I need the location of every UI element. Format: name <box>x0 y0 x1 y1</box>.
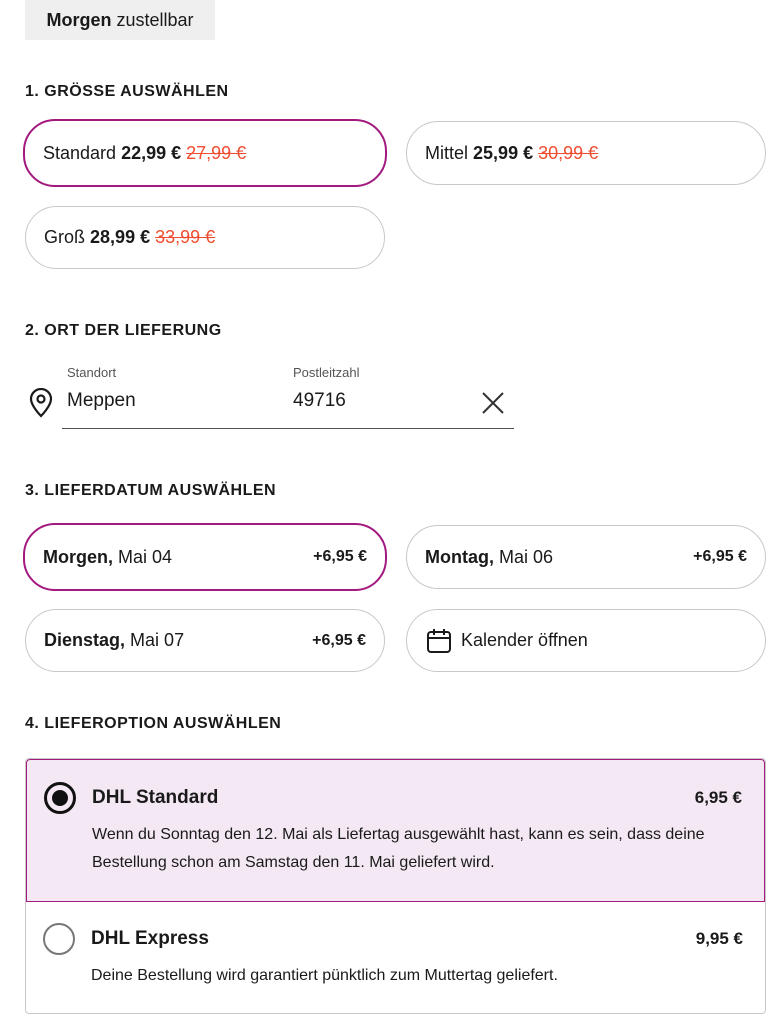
date-price: +6,95 € <box>313 548 367 565</box>
size-name: Mittel <box>425 142 469 163</box>
place-input[interactable]: Meppen <box>67 390 136 411</box>
delivery-heading: 4. LIEFEROPTION AUSWÄHLEN <box>25 715 282 732</box>
tag-rest: zustellbar <box>116 9 194 30</box>
zip-label: Postleitzahl <box>293 365 360 380</box>
size-price: 25,99 € <box>473 142 534 163</box>
size-old-price: 30,99 € <box>538 142 599 163</box>
open-calendar-button[interactable]: Kalender öffnen <box>406 609 766 672</box>
date-price: +6,95 € <box>312 631 366 649</box>
date-day: Montag, <box>425 546 494 567</box>
size-heading: 1. GRÖSSE AUSWÄHLEN <box>25 83 229 100</box>
size-option-standard[interactable]: Standard 22,99 €27,99 € <box>23 119 387 187</box>
option-desc: Wenn du Sonntag den 12. Mai als Lieferta… <box>92 826 705 871</box>
tag-bold: Morgen <box>46 9 112 30</box>
option-desc: Deine Bestellung wird garantiert pünktli… <box>91 967 558 984</box>
delivery-option-dhl-standard[interactable]: DHL Standard 6,95 € Wenn du Sonntag den … <box>26 759 765 902</box>
size-old-price: 33,99 € <box>155 227 216 247</box>
date-price: +6,95 € <box>693 548 747 565</box>
date-option-montag[interactable]: Montag, Mai 06 +6,95 € <box>406 525 766 589</box>
size-price: 22,99 € <box>121 142 182 163</box>
option-price: 9,95 € <box>695 929 743 948</box>
delivery-option-dhl-express[interactable]: DHL Express 9,95 € Deine Bestellung wird… <box>26 902 765 990</box>
close-icon[interactable] <box>481 391 505 415</box>
date-heading: 3. LIEFERDATUM AUSWÄHLEN <box>25 482 277 499</box>
delivery-options: DHL Standard 6,95 € Wenn du Sonntag den … <box>25 758 766 1014</box>
option-name: DHL Standard <box>92 787 219 808</box>
calendar-icon <box>427 628 451 653</box>
date-value: Mai 07 <box>130 630 185 650</box>
zip-input[interactable]: 49716 <box>293 390 346 411</box>
size-option-gross[interactable]: Groß 28,99 €33,99 € <box>25 206 385 269</box>
location-underline <box>62 428 514 429</box>
date-day: Morgen, <box>43 546 113 567</box>
radio-selected[interactable] <box>44 782 76 814</box>
date-day: Dienstag, <box>44 630 126 650</box>
size-price: 28,99 € <box>90 227 151 247</box>
radio-unselected[interactable] <box>43 923 75 955</box>
date-option-morgen[interactable]: Morgen, Mai 04 +6,95 € <box>23 523 387 591</box>
map-pin-icon <box>29 388 53 418</box>
date-value: Mai 06 <box>499 546 554 567</box>
size-name: Groß <box>44 227 86 247</box>
size-name: Standard <box>43 142 117 163</box>
place-label: Standort <box>67 365 117 380</box>
delivery-tag: Morgen zustellbar <box>25 0 215 40</box>
size-old-price: 27,99 € <box>186 142 247 163</box>
option-name: DHL Express <box>91 928 209 949</box>
option-price: 6,95 € <box>694 788 742 807</box>
calendar-label: Kalender öffnen <box>461 630 588 650</box>
size-option-mittel[interactable]: Mittel 25,99 €30,99 € <box>406 121 766 185</box>
date-option-dienstag[interactable]: Dienstag, Mai 07 +6,95 € <box>25 609 385 672</box>
location-heading: 2. ORT DER LIEFERUNG <box>25 322 222 339</box>
date-value: Mai 04 <box>118 546 173 567</box>
